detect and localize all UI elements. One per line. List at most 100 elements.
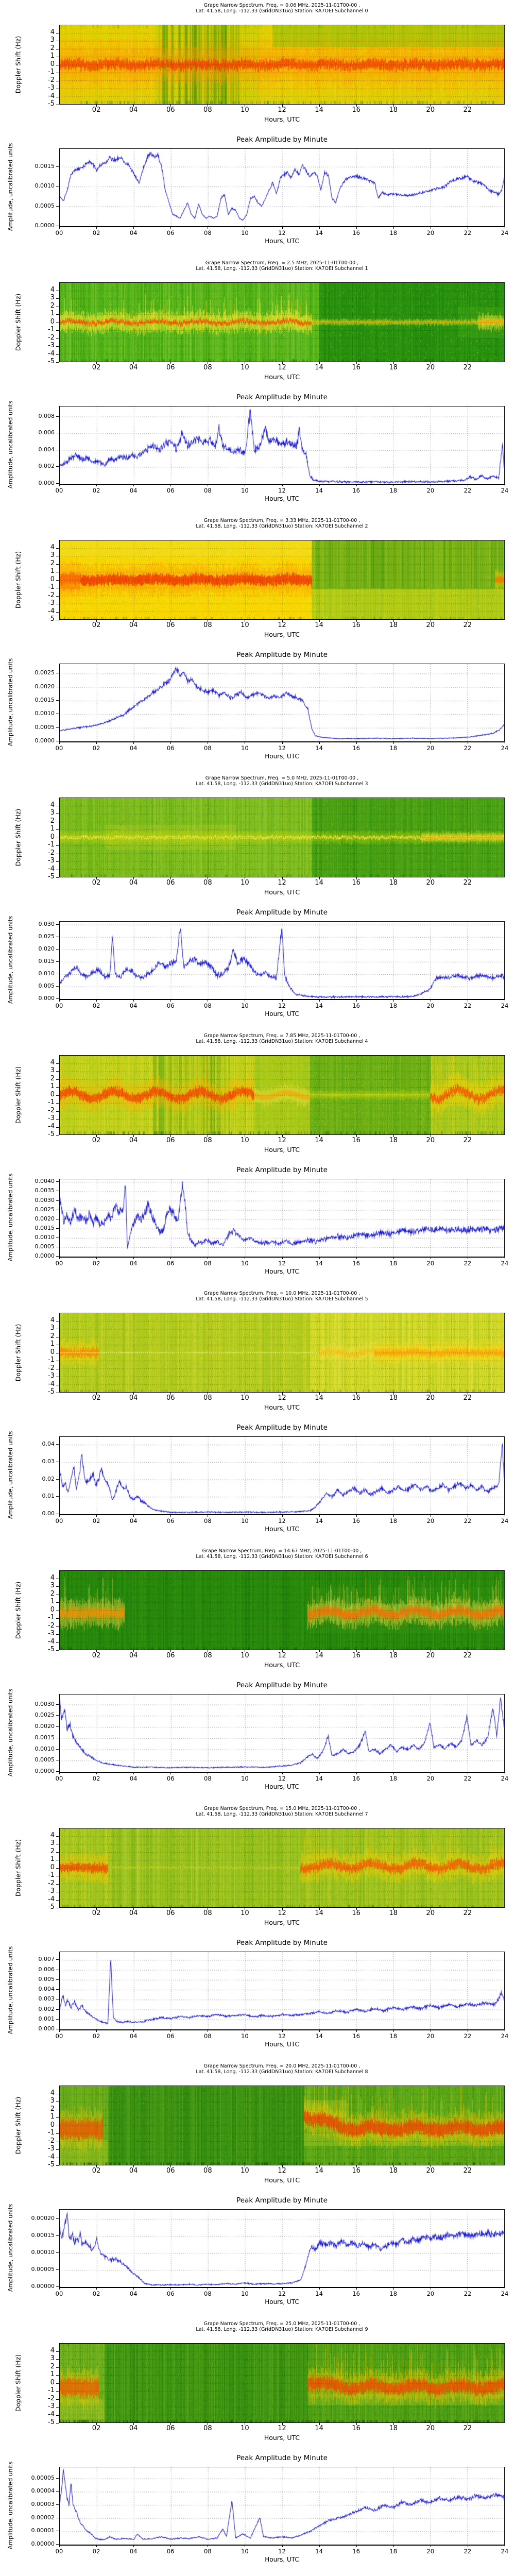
amplitude-x-axis-label: Hours, UTC (265, 495, 299, 502)
amplitude-x-axis-label: Hours, UTC (265, 1526, 299, 1533)
spectrogram-y-tick-label: -4 (48, 865, 55, 873)
amplitude-y-tick-mark (56, 2286, 59, 2287)
amplitude-x-tick-label: 08 (204, 229, 212, 236)
amplitude-x-tick-label: 04 (129, 2290, 138, 2297)
amplitude-x-tick-label: 08 (204, 2290, 212, 2297)
spectrogram-y-tick-label: 2 (50, 301, 55, 310)
amplitude-x-tick-mark (170, 227, 171, 229)
spectrogram-y-tick-mark (56, 1626, 59, 1627)
amplitude-x-tick-label: 12 (278, 744, 286, 752)
amplitude-x-tick-mark (282, 1257, 283, 1259)
amplitude-x-tick-mark (170, 484, 171, 486)
amplitude-x-tick-mark (59, 1257, 60, 1259)
amplitude-x-tick-mark (133, 2030, 134, 2032)
amplitude-x-tick-mark (133, 1772, 134, 1774)
spectrogram-x-tick-label: 22 (463, 879, 472, 887)
spectrogram-y-tick-label: -1 (48, 68, 55, 76)
amplitude-title: Peak Amplitude by Minute (236, 1681, 328, 1689)
spectrogram-y-tick-label: -2 (48, 1879, 55, 1887)
spectrogram-x-tick-mark (170, 620, 171, 622)
spectrogram-x-tick-mark (282, 1650, 283, 1652)
spectrogram-y-tick-label: 4 (50, 1058, 55, 1066)
spectrogram-x-tick-label: 18 (389, 1909, 398, 1917)
amplitude-y-tick-label: 0.00001 (31, 2527, 55, 2534)
spectrogram-x-tick-mark (96, 1650, 97, 1652)
spectrogram-x-tick-label: 18 (389, 106, 398, 114)
amplitude-plot (59, 1694, 505, 1773)
amplitude-x-tick-label: 20 (426, 744, 435, 752)
spectrogram-x-tick-label: 06 (166, 2167, 175, 2175)
amplitude-canvas (60, 149, 504, 226)
spectrogram-y-tick-label: -3 (48, 2402, 55, 2410)
spectrogram-x-tick-mark (356, 1650, 357, 1652)
amplitude-x-tick-label: 20 (426, 2290, 435, 2297)
spectrogram-x-axis-label: Hours, UTC (264, 1403, 300, 1411)
spectrogram-y-tick-label: 0 (50, 2121, 55, 2129)
spectrogram-y-tick-mark (56, 1650, 59, 1651)
amplitude-x-tick-mark (96, 2030, 97, 2032)
spectrogram-x-tick-mark (282, 105, 283, 107)
amplitude-x-tick-mark (59, 999, 60, 1002)
amplitude-x-tick-mark (393, 2545, 394, 2547)
amplitude-x-tick-mark (319, 1772, 320, 1774)
amplitude-x-tick-label: 06 (166, 744, 175, 752)
spectrogram-y-tick-label: 1 (50, 310, 55, 317)
subchannel-block: Grape Narrow Spectrum, Freq. = 14.67 MHz… (0, 1546, 515, 1803)
spectrogram-plot (59, 540, 505, 620)
spectrogram-x-tick-label: 02 (92, 1909, 101, 1917)
spectrogram-x-tick-label: 06 (166, 364, 175, 371)
spectrogram-y-tick-label: -4 (48, 92, 55, 100)
spectrogram-x-tick-mark (393, 2165, 394, 2167)
amplitude-x-tick-label: 08 (204, 1517, 212, 1524)
spectrogram-y-tick-label: -4 (48, 2410, 55, 2418)
spectrogram-x-tick-label: 08 (203, 1394, 212, 1402)
amplitude-y-tick-mark (56, 186, 59, 187)
amplitude-x-tick-label: 18 (389, 2290, 398, 2297)
spectrogram-x-tick-label: 04 (129, 2167, 138, 2175)
spectrogram-x-tick-mark (393, 2423, 394, 2425)
spectrogram-y-tick-label: -4 (48, 1637, 55, 1646)
spectrogram-y-tick-mark (56, 330, 59, 331)
spectrogram-x-tick-mark (393, 877, 394, 879)
spectrogram-y-tick-mark (56, 1111, 59, 1112)
amplitude-x-tick-mark (96, 2545, 97, 2547)
spectrogram-y-tick-label: -5 (48, 1903, 55, 1911)
amplitude-y-tick-label: 0.006 (38, 1965, 55, 1973)
spectrogram-x-tick-label: 08 (203, 879, 212, 887)
amplitude-x-tick-label: 04 (129, 229, 138, 236)
amplitude-x-tick-mark (393, 1772, 394, 1774)
spectrogram-x-tick-label: 16 (352, 1909, 360, 1917)
amplitude-x-tick-label: 18 (389, 744, 398, 752)
amplitude-x-tick-mark (133, 1515, 134, 1517)
amplitude-x-tick-label: 04 (129, 1260, 138, 1267)
amplitude-y-tick-label: 0.00005 (31, 2266, 55, 2273)
spectrogram-y-tick-label: 0 (50, 1863, 55, 1871)
spectrogram-y-tick-label: -3 (48, 342, 55, 349)
amplitude-x-tick-mark (59, 1515, 60, 1517)
spectrogram-canvas (60, 540, 504, 619)
amplitude-x-tick-label: 20 (426, 1260, 435, 1267)
amplitude-canvas (60, 922, 504, 999)
amplitude-x-tick-label: 02 (92, 1775, 100, 1782)
spectrogram-title-line2: Lat. 41.58, Long. -112.33 (GridDN31uo) S… (196, 1554, 368, 1560)
spectrogram-title-line1: Grape Narrow Spectrum, Freq. = 7.85 MHz,… (203, 1033, 360, 1039)
amplitude-x-tick-label: 06 (166, 1517, 175, 1524)
spectrogram-y-tick-mark (56, 861, 59, 862)
amplitude-x-tick-label: 02 (92, 2032, 100, 2040)
spectrogram-x-tick-mark (282, 2423, 283, 2425)
spectrogram-y-tick-label: -5 (48, 1646, 55, 1653)
spectrogram-y-tick-mark (56, 2399, 59, 2400)
spectrogram-y-tick-mark (56, 2415, 59, 2416)
spectrogram-x-tick-label: 18 (389, 2167, 398, 2175)
spectrogram-x-tick-mark (282, 620, 283, 622)
spectrogram-title-line1: Grape Narrow Spectrum, Freq. = 10.0 MHz,… (203, 1291, 360, 1296)
amplitude-x-tick-label: 14 (315, 1517, 323, 1524)
amplitude-x-tick-mark (133, 2545, 134, 2547)
spectrogram-x-tick-label: 04 (129, 364, 138, 371)
amplitude-y-tick-label: 0.006 (38, 429, 55, 436)
amplitude-x-tick-mark (393, 2030, 394, 2032)
spectrogram-x-tick-label: 12 (278, 1137, 286, 1144)
spectrogram-title-line1: Grape Narrow Spectrum, Freq. = 0.06 MHz,… (203, 3, 360, 8)
amplitude-x-tick-mark (319, 2545, 320, 2547)
spectrogram-x-tick-mark (133, 1908, 134, 1910)
